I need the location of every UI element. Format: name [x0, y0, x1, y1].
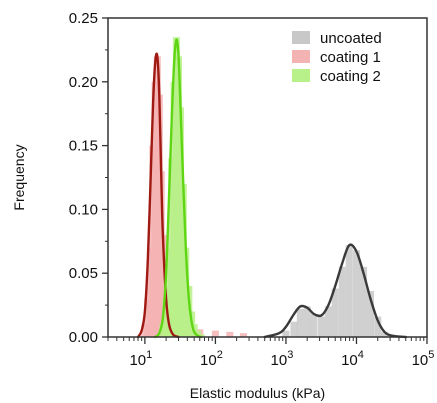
y-tick-label: 0.20 — [69, 74, 98, 91]
legend-swatch — [292, 31, 310, 44]
fit-curve-2 — [136, 52, 180, 339]
histogram-bar — [282, 330, 290, 337]
bar-series-3 — [159, 37, 205, 337]
histogram-bar — [290, 321, 298, 337]
histogram-bar — [324, 306, 332, 337]
x-tick-label: 103 — [271, 349, 294, 369]
fit-curve-1 — [263, 243, 407, 339]
y-tick-label: 0.15 — [69, 138, 98, 155]
histogram-bar — [296, 308, 304, 337]
histogram-bar — [338, 266, 346, 337]
fit-curves — [136, 38, 407, 339]
histogram-bar — [360, 266, 368, 337]
histogram-bar — [381, 331, 389, 337]
y-tick-label: 0.25 — [69, 10, 98, 27]
histogram-bar — [239, 333, 247, 337]
legend-swatch — [292, 50, 310, 63]
y-tick-label: 0.00 — [69, 329, 98, 346]
histogram-bar — [226, 331, 234, 337]
histogram-bar — [352, 250, 360, 337]
y-tick-label: 0.05 — [69, 265, 98, 282]
legend-label: coating 2 — [320, 68, 381, 85]
histogram-bar — [345, 245, 353, 337]
legend-label: coating 1 — [320, 49, 381, 66]
legend-swatch — [292, 69, 310, 82]
bar-series-1 — [282, 245, 389, 337]
histogram-bar — [211, 330, 219, 337]
y-axis-title: Frequency — [11, 144, 27, 210]
x-tick-label: 101 — [129, 349, 152, 369]
bar-series-2 — [141, 56, 247, 337]
x-axis-title: Elastic modulus (kPa) — [190, 385, 325, 401]
histogram-bar — [366, 291, 374, 337]
histogram-bar — [185, 285, 193, 337]
histogram-bars — [141, 37, 389, 337]
histogram-bar — [310, 314, 318, 337]
histogram-bar — [197, 334, 205, 337]
x-tick-label: 105 — [412, 349, 435, 369]
legend: uncoated coating 1 coating 2 — [292, 30, 382, 85]
histogram-bar — [194, 330, 202, 337]
x-tick-label: 102 — [200, 349, 223, 369]
histogram-bar — [331, 288, 339, 337]
histogram-bar — [318, 316, 326, 337]
histogram-bar — [374, 316, 382, 337]
x-tick-label: 104 — [341, 349, 364, 369]
histogram-bar — [303, 306, 311, 337]
axes: 0.00 0.05 0.10 0.15 0.20 0.25 101 102 103 104 105 — [69, 10, 435, 369]
fit-curve-3 — [153, 38, 203, 339]
y-tick-label: 0.10 — [69, 201, 98, 218]
legend-label: uncoated — [320, 30, 382, 47]
